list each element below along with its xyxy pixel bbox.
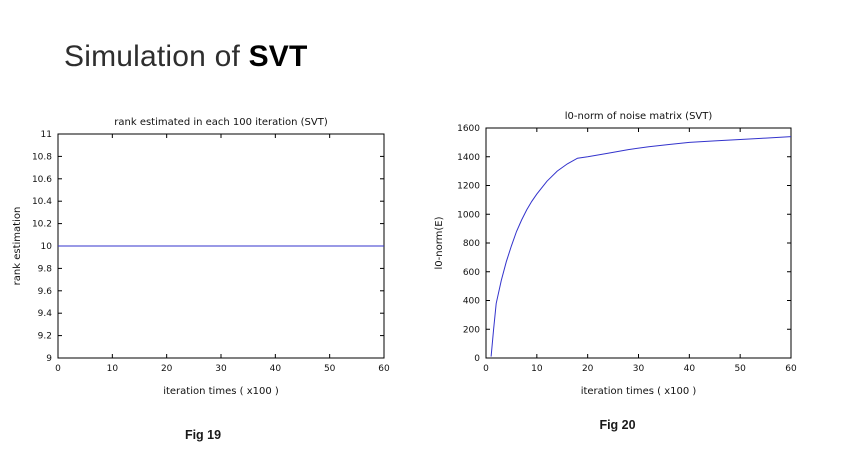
svg-text:1200: 1200 bbox=[457, 182, 480, 192]
svg-text:60: 60 bbox=[785, 364, 797, 374]
svg-text:50: 50 bbox=[324, 364, 336, 374]
svg-text:9.8: 9.8 bbox=[38, 264, 53, 274]
svg-text:800: 800 bbox=[463, 239, 480, 249]
svg-text:600: 600 bbox=[463, 268, 480, 278]
svg-text:40: 40 bbox=[270, 364, 282, 374]
svg-text:1000: 1000 bbox=[457, 210, 480, 220]
svg-text:10.4: 10.4 bbox=[32, 197, 52, 207]
svg-text:60: 60 bbox=[378, 364, 390, 374]
svg-text:20: 20 bbox=[582, 364, 594, 374]
svg-text:9.6: 9.6 bbox=[38, 287, 53, 297]
svg-text:rank estimation: rank estimation bbox=[12, 207, 23, 286]
svg-text:10: 10 bbox=[41, 242, 53, 252]
svg-text:0: 0 bbox=[483, 364, 489, 374]
svg-text:9.2: 9.2 bbox=[38, 332, 52, 342]
svg-text:l0-norm of noise matrix (SVT): l0-norm of noise matrix (SVT) bbox=[565, 111, 713, 122]
l0-norm-chart: 0 10 20 30 40 50 60020040060080010001200140016… bbox=[430, 100, 805, 402]
fig19-caption: Fig 19 bbox=[184, 428, 222, 442]
slide-title-svt: SVT bbox=[248, 40, 308, 73]
slide-title: Simulation of SVT bbox=[64, 40, 308, 74]
svg-text:10: 10 bbox=[107, 364, 119, 374]
svg-text:iteration times ( x100 ): iteration times ( x100 ) bbox=[163, 386, 279, 397]
svg-text:30: 30 bbox=[215, 364, 227, 374]
svg-text:40: 40 bbox=[684, 364, 696, 374]
svg-text:iteration times ( x100 ): iteration times ( x100 ) bbox=[581, 386, 697, 397]
svg-text:9.4: 9.4 bbox=[38, 309, 53, 319]
svg-text:10.8: 10.8 bbox=[32, 152, 52, 162]
svg-text:l0-norm(E): l0-norm(E) bbox=[434, 216, 445, 269]
svg-text:0: 0 bbox=[474, 354, 480, 364]
svg-text:0: 0 bbox=[55, 364, 61, 374]
svg-text:10: 10 bbox=[531, 364, 543, 374]
figure-20: 0 10 20 30 40 50 60 0 200 400 600 800 1000 1200 1400 16… bbox=[430, 100, 805, 432]
svg-text:400: 400 bbox=[463, 297, 480, 307]
svg-text:10.2: 10.2 bbox=[32, 220, 52, 230]
slide-title-text: Simulation of bbox=[64, 40, 249, 73]
svg-text:20: 20 bbox=[161, 364, 173, 374]
figure-19: 0 10 20 30 40 50 60 9 9.2 9.4 9.6 9.8 10 10.2 10.4 10.6… bbox=[8, 106, 398, 442]
svg-text:50: 50 bbox=[734, 364, 746, 374]
svg-text:1600: 1600 bbox=[457, 124, 480, 134]
svg-text:1400: 1400 bbox=[457, 153, 480, 163]
fig20-caption: Fig 20 bbox=[599, 418, 636, 432]
svg-text:rank estimated in each 100 ite: rank estimated in each 100 iteration (SV… bbox=[114, 117, 328, 128]
svg-text:9: 9 bbox=[46, 354, 52, 364]
svg-text:11: 11 bbox=[41, 130, 52, 140]
svg-text:200: 200 bbox=[463, 325, 480, 335]
svg-text:10.6: 10.6 bbox=[32, 175, 52, 185]
rank-estimation-chart: 0 10 20 30 40 50 60 9 9.2 9.4 9.6 9.8 10 10.2 10.4 10.6… bbox=[8, 106, 398, 402]
svg-text:30: 30 bbox=[633, 364, 645, 374]
